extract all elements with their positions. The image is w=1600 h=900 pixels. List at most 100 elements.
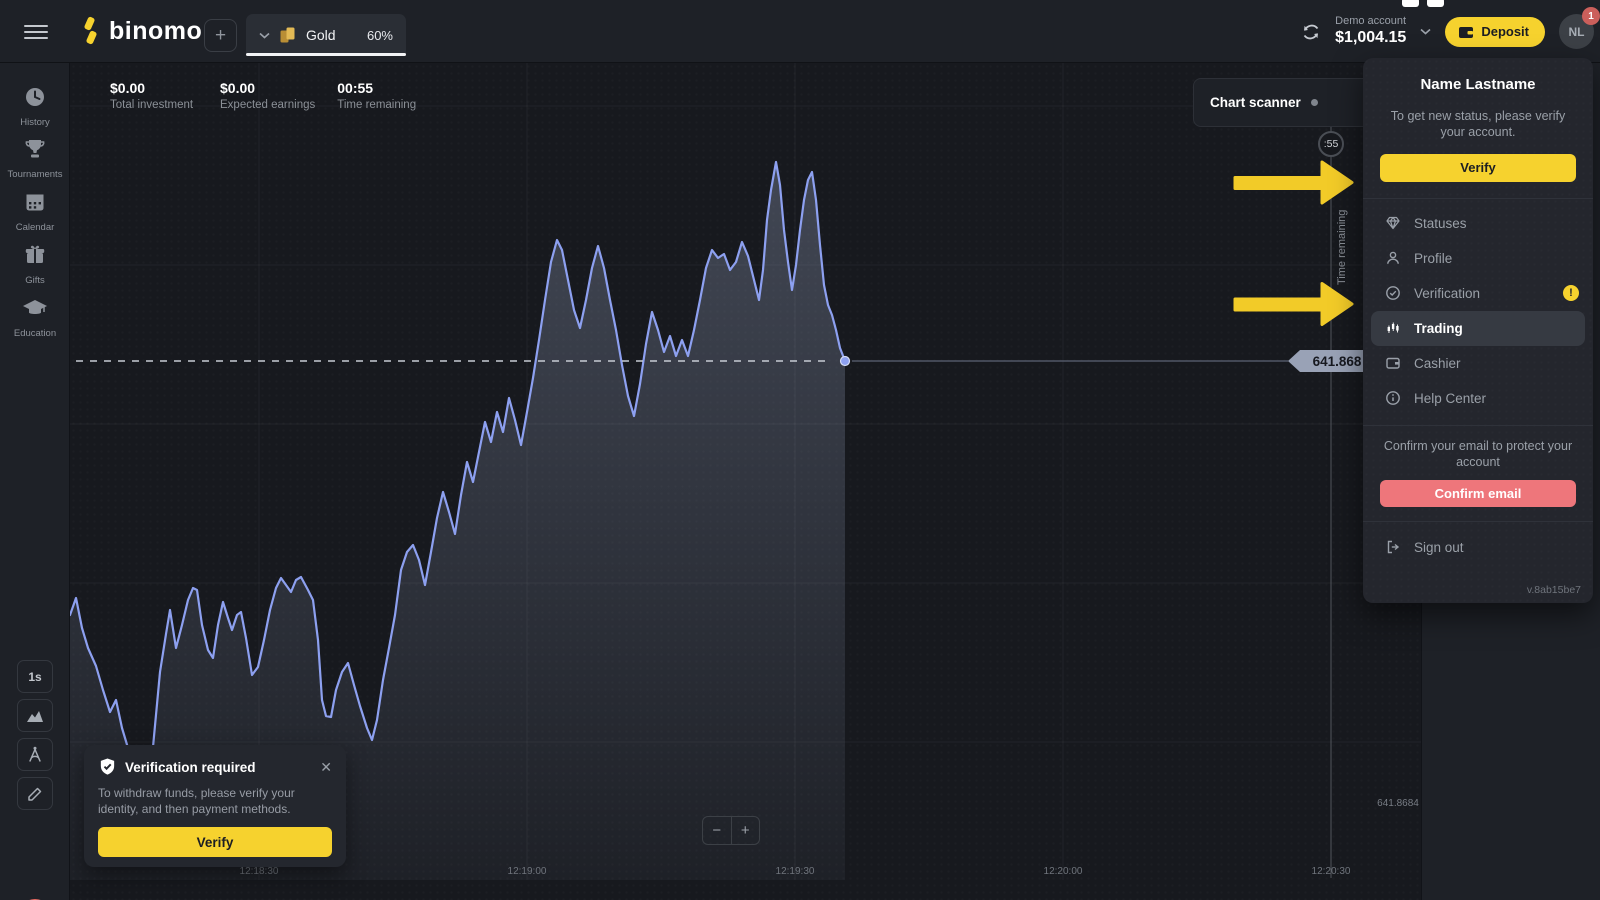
- add-asset-button[interactable]: +: [204, 19, 237, 52]
- sidebar-item-label: Gifts: [25, 275, 45, 286]
- confirm-email-button[interactable]: Confirm email: [1380, 480, 1576, 507]
- sidebar-item-label: Education: [13, 328, 57, 339]
- hamburger-menu-button[interactable]: [24, 25, 48, 39]
- scanner-status-dot: [1310, 99, 1318, 106]
- series-line: [70, 160, 847, 772]
- account-menu-list: Statuses Profile Verification !: [1363, 199, 1593, 423]
- menu-item-label: Profile: [1414, 250, 1453, 266]
- candlestick-icon: [1387, 322, 1399, 333]
- menu-item-label: Trading: [1414, 320, 1463, 336]
- sidebar-item-label: History: [20, 117, 50, 128]
- popup-close-button[interactable]: ✕: [320, 758, 332, 775]
- binomo-logo: binomo: [78, 16, 202, 46]
- account-switcher[interactable]: Demo account $1,004.15: [1335, 15, 1406, 49]
- gold-asset-icon: [280, 27, 295, 43]
- verification-popup: Verification required ✕ To withdraw fund…: [84, 745, 346, 867]
- zoom-controls: − +: [702, 816, 760, 845]
- menu-item-label: Statuses: [1414, 215, 1467, 231]
- app-version: v.8ab15be7: [1526, 584, 1581, 596]
- history-clock-icon: [26, 88, 44, 106]
- sign-out-label: Sign out: [1414, 539, 1464, 555]
- menu-verify-button[interactable]: Verify: [1380, 153, 1576, 182]
- time-tick: 12:20:00: [1043, 866, 1083, 877]
- deposit-label: Deposit: [1481, 24, 1529, 39]
- chevron-down-icon: [1420, 28, 1431, 35]
- topbar: binomo + Gold 60% Demo account $1,004.15: [0, 0, 1600, 63]
- price-tag: [1288, 350, 1382, 372]
- menu-item-label: Help Center: [1414, 390, 1487, 406]
- chart-scanner-button[interactable]: Chart scanner: [1193, 78, 1373, 127]
- chart-area[interactable]: $0.00 Total investment $0.00 Expected ea…: [70, 63, 1421, 900]
- shield-check-icon: [100, 758, 115, 775]
- price-axis-value: 641.8684: [1377, 798, 1419, 809]
- bolt-icon: [84, 16, 97, 45]
- menu-item-label: Cashier: [1414, 355, 1461, 371]
- sign-out-button[interactable]: Sign out: [1363, 526, 1593, 568]
- zoom-out-button[interactable]: −: [703, 817, 732, 844]
- info-icon: [1386, 391, 1400, 405]
- account-status-note: To get new status, please verify your ac…: [1390, 109, 1566, 140]
- popup-body: To withdraw funds, please verify your id…: [98, 786, 295, 817]
- sidebar-item-education[interactable]: Education: [0, 296, 70, 339]
- popup-header: Verification required ✕: [98, 757, 332, 777]
- logo-text: binomo: [109, 16, 203, 45]
- stat-value: $0.00: [220, 80, 256, 96]
- sidebar-item-label: Calendar: [15, 222, 55, 233]
- avatar[interactable]: NL 1: [1559, 7, 1600, 49]
- indicators-button[interactable]: [17, 738, 53, 771]
- deadline-label: Time remaining: [1336, 209, 1348, 285]
- account-menu: Name Lastname To get new status, please …: [1363, 58, 1593, 603]
- popup-title: Verification required: [125, 759, 256, 775]
- trade-stats: $0.00 Total investment $0.00 Expected ea…: [110, 80, 425, 111]
- verification-alert-badge: !: [1563, 285, 1579, 301]
- area-chart-icon: [27, 710, 43, 722]
- divider: [1363, 424, 1593, 426]
- divider: [1363, 521, 1593, 522]
- popup-verify-button[interactable]: Verify: [98, 827, 332, 858]
- stat-label: Expected earnings: [220, 99, 316, 111]
- refresh-icon[interactable]: [1301, 22, 1321, 42]
- trophy-icon: [25, 140, 45, 158]
- sidebar-item-tournaments[interactable]: Tournaments: [0, 137, 70, 180]
- stat-total-investment: $0.00 Total investment: [110, 80, 198, 111]
- sidebar-item-label: Tournaments: [7, 169, 63, 180]
- draw-button[interactable]: [17, 777, 53, 810]
- menu-item-trading[interactable]: Trading: [1371, 310, 1585, 346]
- stat-value: 00:55: [337, 80, 374, 96]
- countdown-badge: :55: [1318, 131, 1344, 157]
- time-tick: 12:20:30: [1311, 866, 1351, 877]
- sidebar-item-gifts[interactable]: Gifts: [0, 243, 70, 286]
- wallet-icon: [1386, 357, 1400, 369]
- deposit-button[interactable]: Deposit: [1445, 16, 1545, 47]
- stat-value: $0.00: [110, 80, 146, 96]
- price-tag-value: 641.868: [1313, 354, 1362, 369]
- menu-item-profile[interactable]: Profile: [1363, 241, 1593, 276]
- divider: [1363, 197, 1593, 199]
- time-tick: 12:19:30: [775, 866, 815, 877]
- account-balance: $1,004.15: [1335, 29, 1407, 47]
- menu-item-cashier[interactable]: Cashier: [1363, 346, 1593, 381]
- gift-icon: [25, 245, 45, 263]
- graduation-cap-icon: [23, 300, 47, 314]
- asset-payout: 60%: [366, 27, 393, 43]
- menu-item-help-center[interactable]: Help Center: [1363, 381, 1593, 416]
- account-name: Name Lastname: [1420, 76, 1536, 93]
- menu-item-label: Verification: [1414, 285, 1481, 301]
- price-chart: 641.868: [70, 63, 1421, 880]
- sidebar-item-calendar[interactable]: Calendar: [0, 190, 70, 233]
- compass-icon: [29, 746, 41, 762]
- sidebar: History Tournaments Calendar: [0, 63, 70, 900]
- calendar-icon: [26, 194, 44, 211]
- zoom-in-button[interactable]: +: [732, 817, 760, 844]
- topbar-right: Demo account $1,004.15 Deposit NL 1: [1301, 0, 1600, 63]
- sidebar-item-history[interactable]: History: [0, 85, 70, 128]
- asset-tab-gold[interactable]: Gold 60%: [246, 14, 406, 56]
- pause-icon: [1402, 0, 1444, 7]
- confirm-email-note: Confirm your email to protect your accou…: [1383, 438, 1573, 469]
- stat-expected-earnings: $0.00 Expected earnings: [220, 80, 315, 111]
- menu-item-verification[interactable]: Verification !: [1363, 276, 1593, 311]
- chart-type-button[interactable]: [17, 699, 53, 732]
- menu-item-statuses[interactable]: Statuses: [1363, 206, 1593, 241]
- account-type-label: Demo account: [1335, 14, 1407, 27]
- interval-button[interactable]: 1s: [17, 660, 53, 693]
